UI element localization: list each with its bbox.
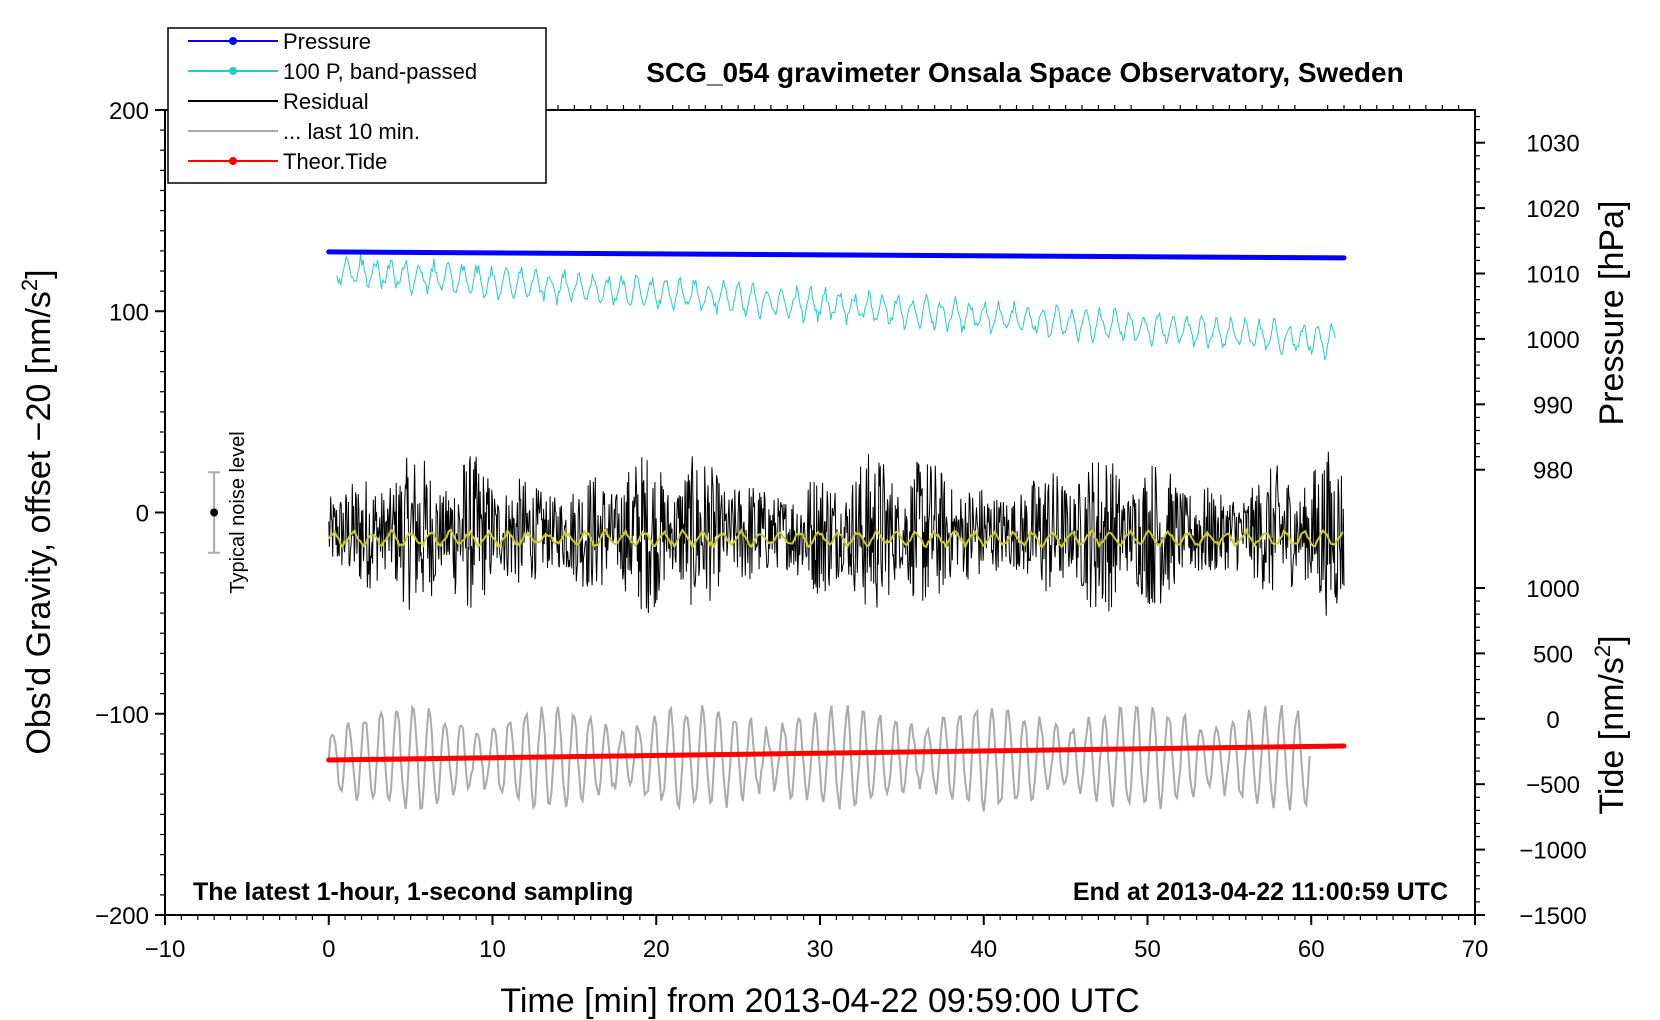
y-tick-label: −100 [95, 702, 149, 729]
y-tick-label: 100 [109, 299, 149, 326]
y-tick-label: −200 [95, 903, 149, 930]
x-tick-label: 20 [643, 936, 670, 963]
tide-tick-label: −500 [1526, 772, 1580, 799]
sampling-note: The latest 1-hour, 1-second sampling [193, 878, 633, 906]
y-axis-label-left: Obs'd Gravity, offset −20 [nm/s2] [17, 269, 58, 754]
x-tick-label: 30 [807, 936, 834, 963]
y-axis-label-left-sup: 2 [17, 279, 42, 291]
y-axis-label-tide-close: ] [1593, 635, 1631, 644]
y-axis-label-left-close: ] [20, 269, 58, 278]
legend-label: ... last 10 min. [283, 119, 420, 144]
pressure-tick-label: 1010 [1526, 262, 1579, 289]
noise-bar-dot [210, 508, 219, 517]
legend-label: Pressure [283, 29, 371, 54]
y-axis-label-tide: Tide [nm/s2] [1590, 635, 1631, 814]
legend-marker [229, 157, 237, 165]
noise-level-indicator: Typical noise level [208, 431, 249, 594]
residual-line [328, 451, 1345, 616]
end-time-note: End at 2013-04-22 11:00:59 UTC [1073, 878, 1448, 906]
x-tick-label: −10 [145, 936, 186, 963]
x-axis-label: Time [min] from 2013-04-22 09:59:00 UTC [500, 982, 1139, 1020]
legend-box [167, 27, 547, 184]
chart-title: SCG_054 gravimeter Onsala Space Observat… [646, 57, 1403, 88]
pressure-line [326, 249, 1347, 261]
x-tick-label: 40 [970, 936, 997, 963]
x-tick-label: 10 [479, 936, 506, 963]
x-tick-label: 70 [1462, 936, 1489, 963]
x-tick-label: 50 [1134, 936, 1161, 963]
legend-label: 100 P, band-passed [283, 59, 477, 84]
pressure-tick-label: 990 [1533, 392, 1573, 419]
y-axis-label-tide-text: Tide [nm/s [1593, 657, 1631, 814]
pressure-tick-label: 1030 [1526, 131, 1579, 158]
legend: Pressure 100 P, band-passed Residual ... la… [167, 27, 547, 184]
band-passed-pressure-line [336, 254, 1336, 361]
y-tick-label: 200 [109, 98, 149, 125]
tide-tick-label: 0 [1546, 707, 1559, 734]
tide-tick-label: 500 [1533, 641, 1573, 668]
legend-label: Theor.Tide [283, 149, 387, 174]
ticks-layer: −10 0 10 20 30 40 50 60 702001000−100−2001030102… [95, 98, 1587, 963]
tide-tick-label: −1500 [1519, 903, 1586, 930]
legend-marker [229, 67, 237, 75]
legend-marker [229, 37, 237, 45]
noise-level-label: Typical noise level [227, 431, 249, 593]
x-tick-label: 60 [1298, 936, 1325, 963]
theoretical-tide-line [326, 743, 1347, 763]
pressure-tick-label: 1020 [1526, 196, 1579, 223]
residual-smoothed-line [327, 527, 1344, 550]
x-tick-label: 0 [322, 936, 335, 963]
tide-tick-label: −1000 [1519, 838, 1586, 865]
pressure-tick-label: 1000 [1526, 327, 1579, 354]
legend-label: Residual [283, 89, 369, 114]
y-axis-label-pressure: Pressure [hPa] [1593, 201, 1631, 426]
y-axis-label-left-text: Obs'd Gravity, offset −20 [nm/s [20, 291, 58, 754]
y-tick-label: 0 [136, 501, 149, 528]
last-10-min-line [327, 704, 1311, 812]
pressure-tick-label: 980 [1533, 458, 1573, 485]
tide-tick-label: 1000 [1526, 576, 1579, 603]
series-layer [326, 249, 1347, 812]
y-axis-label-tide-sup: 2 [1590, 645, 1615, 657]
